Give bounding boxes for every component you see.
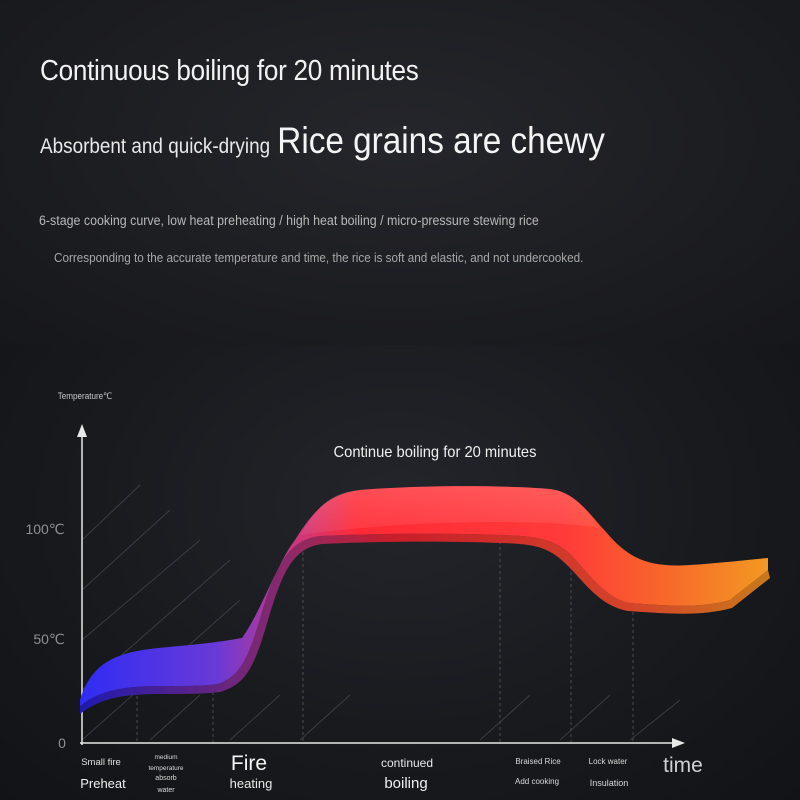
stage-label-5-bottom: Add cooking (514, 777, 560, 786)
curve-top-face (80, 486, 768, 706)
x-axis-label: time (663, 754, 703, 777)
temperature-curve (80, 486, 770, 714)
subheadline-big: Rice grains are chewy (277, 120, 605, 161)
headline: Continuous boiling for 20 minutes (40, 55, 419, 87)
y-tick-label: 100℃ (25, 521, 65, 537)
stage-label-5-top: Braised Rice (515, 757, 561, 766)
subheadline: Absorbent and quick-drying Rice grains ar… (40, 120, 605, 162)
stage-label-4-top: continued (380, 756, 434, 770)
stage-label-3-bottom: heating (229, 776, 273, 791)
description-1: 6-stage cooking curve, low heat preheati… (39, 213, 539, 228)
x-axis-arrow (672, 738, 685, 748)
curve-annotation: Continue boiling for 20 minutes (333, 444, 537, 461)
description-2: Corresponding to the accurate temperatur… (54, 250, 584, 265)
stage-label-4-bottom: boiling (384, 775, 428, 792)
y-tick-label: 0 (58, 735, 66, 751)
axes (77, 424, 685, 748)
stage-label-1-top: Small fire (81, 757, 121, 768)
header-background (0, 0, 800, 345)
stage-label-1-bottom: Preheat (80, 776, 126, 791)
stage-label-3-top: Fire (230, 752, 268, 775)
stage-label-6-bottom: Insulation (589, 778, 629, 788)
y-tick-label: 50℃ (33, 631, 65, 647)
curve-shine (300, 486, 600, 535)
stage-label-2-top: medium temperature (148, 754, 184, 772)
y-axis-label: Temperature℃ (57, 391, 113, 401)
stage-dividers (136, 535, 634, 742)
curve-side-face (80, 533, 770, 714)
subheadline-small: Absorbent and quick-drying (40, 135, 271, 158)
stage-label-2-bottom: absorb water (155, 775, 177, 794)
y-axis-arrow (77, 424, 87, 437)
stage-label-6-top: Lock water (588, 757, 628, 766)
